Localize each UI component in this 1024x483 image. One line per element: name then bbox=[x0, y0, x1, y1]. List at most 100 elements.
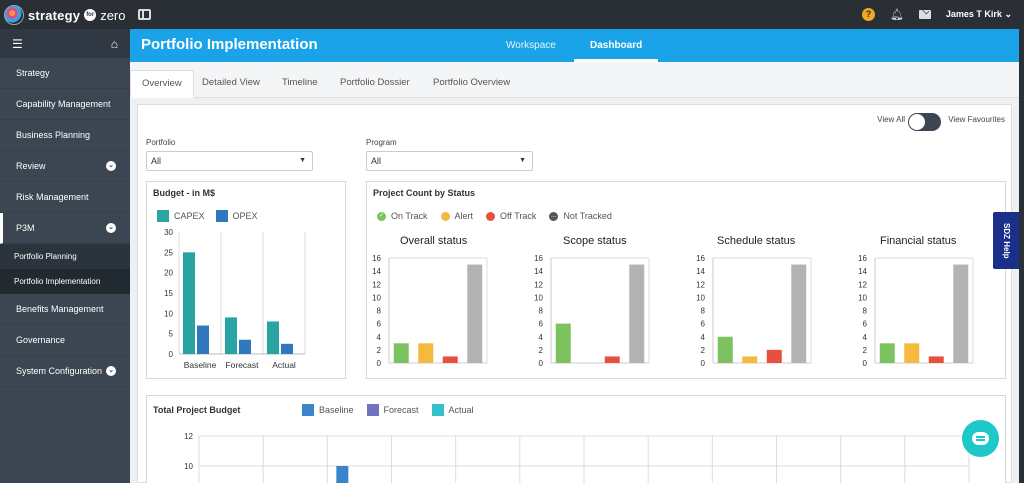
status-legend: ✓ On Track Alert Off Track … Not Tracked bbox=[377, 211, 612, 221]
chat-button[interactable] bbox=[962, 420, 999, 457]
home-icon[interactable]: ⌂ bbox=[110, 36, 118, 51]
sidebar-item-label: Benefits Management bbox=[16, 304, 104, 314]
sidebar-item-risk-management[interactable]: Risk Management bbox=[0, 182, 130, 213]
y-tick-label: 2 bbox=[701, 346, 706, 355]
overall-status-title: Overall status bbox=[400, 235, 468, 247]
subtab-portfolio-overview[interactable]: Portfolio Overview bbox=[433, 77, 511, 88]
capex-legend-swatch[interactable] bbox=[157, 210, 169, 222]
app-logo[interactable]: strategy for zero bbox=[4, 5, 125, 25]
question-circle-icon[interactable]: ? bbox=[861, 8, 875, 21]
budget-chart: 0 5 10 15 20 25 30 Baseline Forecast Actual bbox=[164, 228, 306, 370]
not-tracked-legend-icon[interactable]: … bbox=[549, 211, 559, 221]
total-budget-card: Total Project Budget Baseline Forecast A… bbox=[146, 395, 1006, 483]
page-header: Portfolio Implementation Workspace Dashb… bbox=[130, 29, 1019, 62]
y-tick-label: 6 bbox=[701, 320, 706, 329]
actual-legend-label: Actual bbox=[448, 405, 474, 415]
off-track-legend-label: Off Track bbox=[500, 211, 537, 221]
baseline-legend-swatch[interactable] bbox=[302, 404, 314, 416]
subtabs: Overview Detailed View Timeline Portfoli… bbox=[130, 62, 1019, 98]
bar-baseline bbox=[336, 466, 349, 483]
view-toggle[interactable] bbox=[908, 113, 941, 131]
on-track-legend-icon[interactable]: ✓ bbox=[377, 211, 386, 221]
bar-not-tracked bbox=[791, 264, 807, 363]
tab-workspace[interactable]: Workspace bbox=[506, 40, 556, 51]
bar-off-track bbox=[442, 356, 458, 363]
y-tick-label: 10 bbox=[372, 293, 381, 302]
sidebar-header: ☰ ⌂ bbox=[0, 29, 130, 58]
y-tick-label: 14 bbox=[372, 267, 381, 276]
bar-off-track bbox=[766, 349, 782, 363]
y-tick-label: 4 bbox=[539, 333, 544, 342]
y-tick-label: 10 bbox=[184, 462, 193, 471]
actual-legend-swatch[interactable] bbox=[431, 404, 444, 416]
total-budget-legend: Baseline Forecast Actual bbox=[302, 404, 474, 416]
y-tick-label: 12 bbox=[696, 280, 705, 289]
hamburger-menu-icon[interactable]: ☰ bbox=[12, 36, 23, 51]
portfolio-select[interactable]: All ▼ bbox=[146, 151, 313, 171]
y-tick-label: 12 bbox=[372, 280, 381, 289]
subtab-detailed-view[interactable]: Detailed View bbox=[202, 77, 260, 88]
sidebar-item-review[interactable]: Review ⌄ bbox=[0, 151, 130, 182]
sidebar-item-p3m[interactable]: P3M ⌄ bbox=[0, 213, 130, 244]
y-tick-label: 20 bbox=[164, 269, 173, 278]
subtab-overview[interactable]: Overview bbox=[130, 70, 194, 98]
y-tick-label: 14 bbox=[858, 267, 867, 276]
x-tick-label: Forecast bbox=[225, 360, 259, 370]
off-track-legend-icon[interactable] bbox=[486, 211, 496, 221]
y-tick-label: 0 bbox=[169, 350, 174, 359]
sidebar-item-capability-management[interactable]: Capability Management bbox=[0, 89, 130, 120]
bell-icon[interactable]: 🔔︎ bbox=[889, 9, 904, 21]
y-tick-label: 2 bbox=[377, 346, 382, 355]
sidebar-item-strategy[interactable]: Strategy bbox=[0, 58, 130, 89]
sidebar-subitem-portfolio-planning[interactable]: Portfolio Planning bbox=[0, 244, 130, 269]
y-tick-label: 25 bbox=[164, 248, 173, 257]
project-count-title: Project Count by Status bbox=[373, 188, 476, 198]
financial-status-chart: 0 2 4 6 8 10 12 14 16 bbox=[858, 254, 974, 368]
sidebar-subitem-portfolio-implementation[interactable]: Portfolio Implementation bbox=[0, 269, 130, 294]
bar-on-track bbox=[555, 323, 571, 363]
bar-capex bbox=[267, 321, 279, 354]
y-tick-label: 6 bbox=[863, 320, 868, 329]
capex-legend-label: CAPEX bbox=[174, 211, 205, 221]
y-tick-label: 10 bbox=[858, 293, 867, 302]
bar-off-track bbox=[604, 356, 620, 363]
logo-mark-icon bbox=[4, 5, 24, 25]
y-tick-label: 0 bbox=[863, 359, 868, 368]
bar-capex bbox=[183, 252, 195, 354]
user-menu[interactable]: James T Kirk ⌄ bbox=[946, 9, 1012, 20]
user-name: James T Kirk bbox=[945, 9, 1002, 19]
sdz-help-tab[interactable]: SDZ Help bbox=[993, 212, 1019, 269]
bar-opex bbox=[239, 339, 251, 354]
alert-legend-icon[interactable] bbox=[440, 211, 450, 221]
mail-icon[interactable] bbox=[918, 10, 931, 19]
bar-not-tracked bbox=[467, 264, 483, 363]
budget-legend: CAPEX OPEX bbox=[157, 210, 258, 222]
opex-legend-swatch[interactable] bbox=[215, 210, 228, 222]
forecast-legend-swatch[interactable] bbox=[366, 404, 379, 416]
total-budget-title: Total Project Budget bbox=[153, 405, 241, 415]
y-tick-label: 14 bbox=[534, 267, 543, 276]
bar-opex bbox=[281, 343, 293, 354]
y-tick-label: 4 bbox=[701, 333, 706, 342]
panel-toggle-icon[interactable] bbox=[138, 9, 151, 20]
opex-legend-label: OPEX bbox=[232, 211, 258, 221]
overall-status-chart: 0 2 4 6 8 10 12 14 16 bbox=[372, 254, 488, 368]
logo-for-badge: for bbox=[84, 9, 97, 21]
x-tick-label: Actual bbox=[272, 360, 296, 370]
sidebar-item-system-configuration[interactable]: System Configuration ⌄ bbox=[0, 356, 130, 387]
program-select[interactable]: All ▼ bbox=[366, 151, 533, 171]
sidebar-item-business-planning[interactable]: Business Planning bbox=[0, 120, 130, 151]
y-tick-label: 6 bbox=[539, 320, 544, 329]
sidebar-item-governance[interactable]: Governance bbox=[0, 325, 130, 356]
y-tick-label: 2 bbox=[863, 346, 868, 355]
schedule-status-chart: 0 2 4 6 8 10 12 14 16 bbox=[696, 254, 812, 368]
sidebar-item-benefits-management[interactable]: Benefits Management bbox=[0, 294, 130, 325]
alert-legend-label: Alert bbox=[454, 211, 474, 221]
subtab-portfolio-dossier[interactable]: Portfolio Dossier bbox=[340, 77, 410, 88]
y-tick-label: 16 bbox=[534, 254, 543, 263]
chevron-down-icon: ⌄ bbox=[106, 223, 116, 233]
y-tick-label: 16 bbox=[696, 254, 705, 263]
y-tick-label: 4 bbox=[377, 333, 382, 342]
subtab-timeline[interactable]: Timeline bbox=[282, 77, 318, 88]
tab-dashboard[interactable]: Dashboard bbox=[574, 29, 659, 62]
